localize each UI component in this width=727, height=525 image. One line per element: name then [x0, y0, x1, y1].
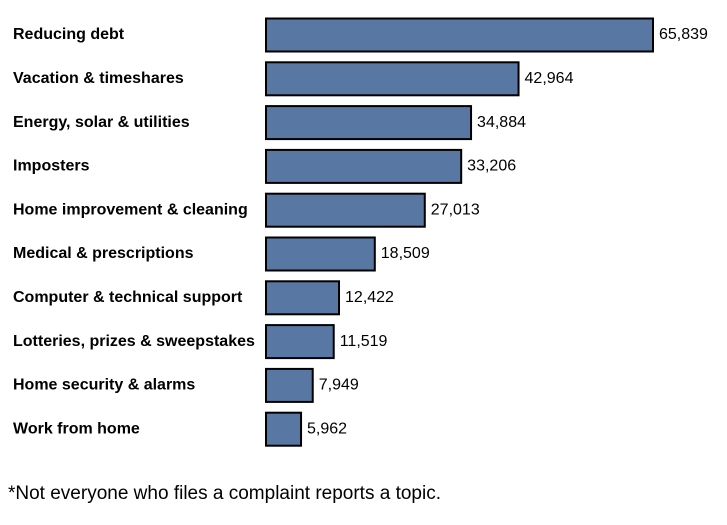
bar: [265, 105, 473, 141]
category-label: Computer & technical support: [13, 289, 243, 306]
bar-chart: Reducing debt 65,839 Vacation & timeshares…: [13, 17, 708, 447]
value-label: 11,519: [340, 333, 388, 350]
value-label: 7,949: [319, 377, 359, 394]
bar: [265, 367, 314, 403]
category-label: Home improvement & cleaning: [13, 201, 248, 218]
category-label: Lotteries, prizes & sweepstakes: [13, 333, 255, 350]
bar: [265, 17, 654, 53]
value-label: 42,964: [525, 70, 574, 87]
footnote: *Not everyone who files a complaint repo…: [8, 483, 441, 504]
category-label: Reducing debt: [13, 26, 125, 43]
value-label: 27,013: [431, 201, 480, 218]
category-label: Vacation & timeshares: [13, 70, 184, 87]
value-label: 5,962: [307, 420, 347, 437]
bar: [265, 148, 463, 184]
category-label: Imposters: [13, 158, 90, 175]
category-label: Home security & alarms: [13, 377, 195, 394]
value-label: 18,509: [381, 245, 430, 262]
value-label: 33,206: [467, 158, 516, 175]
value-label: 34,884: [477, 114, 526, 131]
bar: [265, 61, 520, 97]
bar: [265, 411, 303, 447]
bar: [265, 192, 426, 228]
bar: [265, 236, 376, 272]
bar: [265, 324, 335, 360]
category-label: Work from home: [13, 420, 140, 437]
bar: [265, 280, 341, 316]
category-label: Medical & prescriptions: [13, 245, 194, 262]
category-label: Energy, solar & utilities: [13, 114, 190, 131]
value-label: 12,422: [345, 289, 394, 306]
value-label: 65,839: [659, 26, 708, 43]
